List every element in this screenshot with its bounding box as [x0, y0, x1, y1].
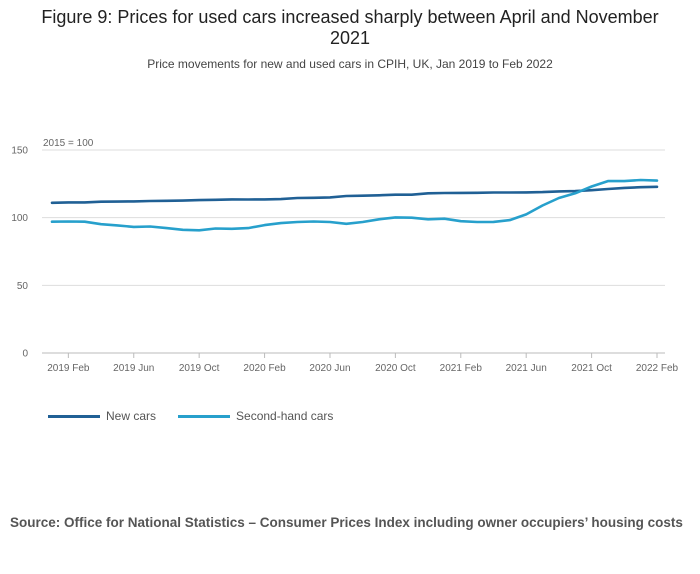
x-axis: 2019 Feb 2019 Jun 2019 Oct 2020 Feb 2020 Jun…	[47, 353, 679, 374]
grid-lines	[42, 149, 665, 354]
series-lines	[50, 178, 659, 232]
legend-item-second-hand-cars[interactable]: Second-hand cars	[178, 409, 333, 423]
x-tick-label: 2020 Oct	[375, 363, 416, 374]
x-tick-label: 2019 Jun	[113, 363, 154, 374]
y-axis-unit-label: 2015 = 100	[43, 138, 94, 149]
y-tick-label: 100	[11, 213, 28, 224]
series-line-second-hand-cars[interactable]	[50, 178, 659, 232]
chart-title: Figure 9: Prices for used cars increased…	[41, 7, 659, 48]
series-line-new-cars[interactable]	[50, 185, 659, 205]
x-tick-label: 2021 Jun	[506, 363, 547, 374]
y-axis-ticks: 0 50 100 150	[11, 146, 28, 360]
y-tick-label: 150	[11, 146, 28, 157]
x-tick-label: 2022 Feb	[636, 363, 679, 374]
x-tick-label: 2021 Feb	[440, 363, 483, 374]
legend-item-new-cars[interactable]: New cars	[48, 409, 156, 423]
x-tick-label: 2021 Oct	[571, 363, 612, 374]
x-tick-label: 2020 Jun	[309, 363, 350, 374]
source-note: Source: Office for National Statistics –…	[10, 515, 683, 530]
y-tick-label: 50	[17, 281, 29, 292]
y-tick-label: 0	[22, 349, 28, 360]
legend-swatch-new-cars	[48, 414, 100, 418]
x-tick-label: 2019 Oct	[179, 363, 220, 374]
chart-subtitle: Price movements for new and used cars in…	[147, 57, 553, 71]
legend: New cars Second-hand cars	[48, 409, 355, 423]
legend-swatch-second-hand-cars	[178, 414, 231, 418]
legend-label-second-hand-cars: Second-hand cars	[236, 409, 334, 423]
x-tick-label: 2020 Feb	[243, 363, 286, 374]
legend-label-new-cars: New cars	[106, 409, 157, 423]
x-tick-label: 2019 Feb	[47, 363, 90, 374]
